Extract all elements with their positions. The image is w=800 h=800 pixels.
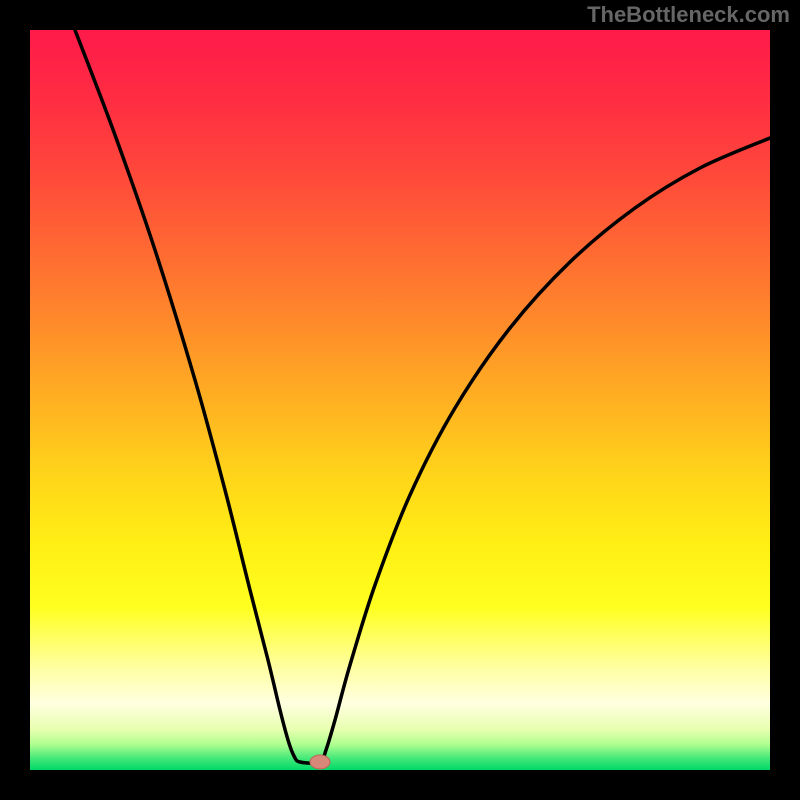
chart-svg: [0, 0, 800, 800]
watermark-text: TheBottleneck.com: [587, 2, 790, 28]
plot-background: [30, 30, 770, 770]
optimum-marker: [310, 755, 330, 769]
chart-container: TheBottleneck.com: [0, 0, 800, 800]
